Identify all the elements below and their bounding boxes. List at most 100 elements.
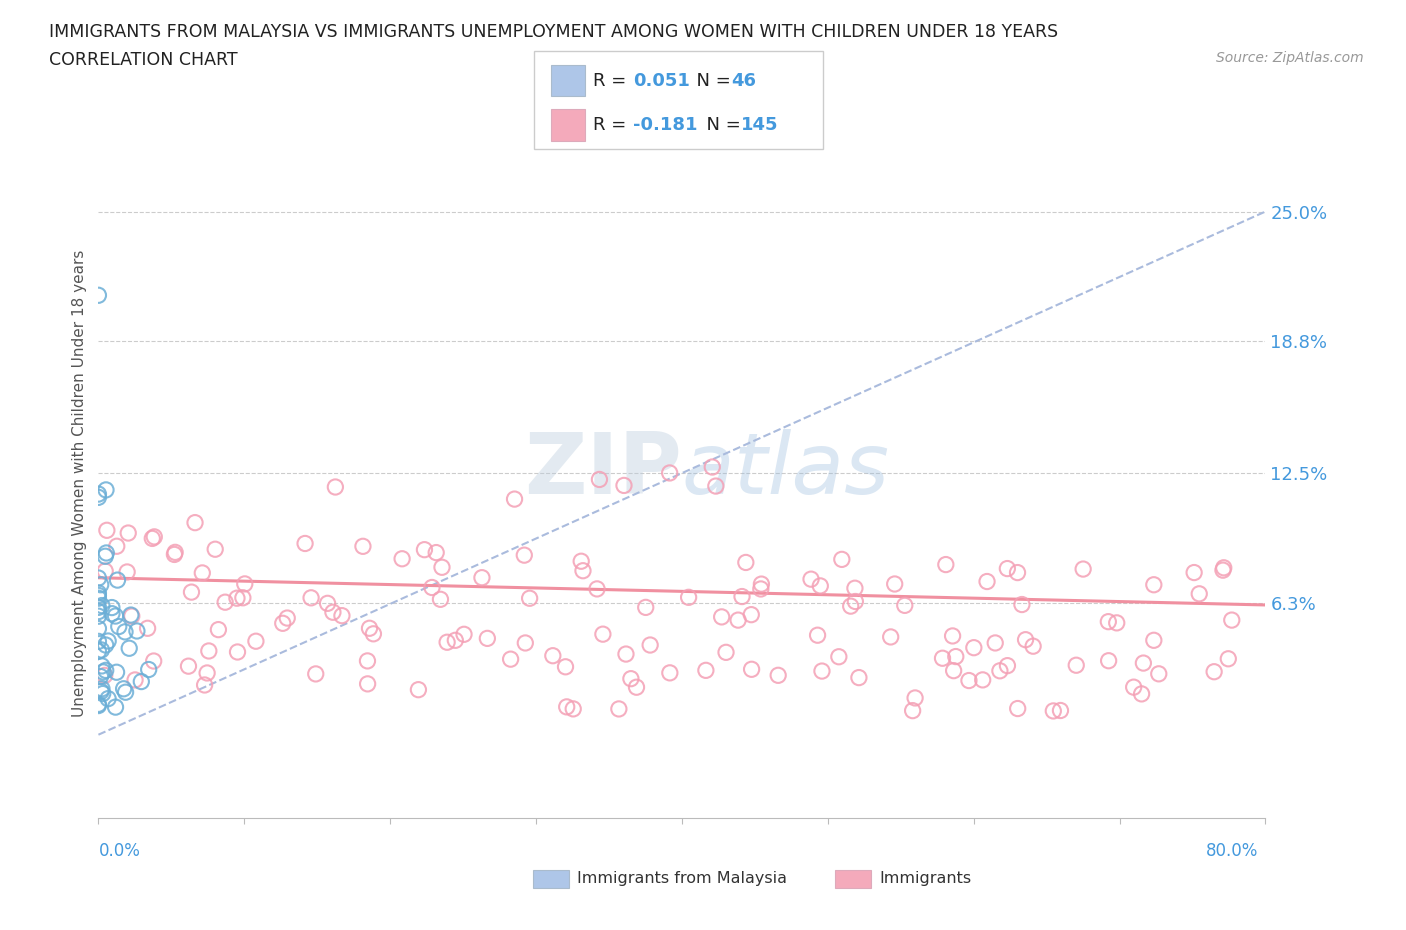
Text: R =: R = — [593, 72, 633, 89]
Point — [198, 644, 221, 658]
Point — [704, 479, 727, 494]
Point — [572, 564, 595, 578]
Point — [471, 570, 494, 585]
Point — [997, 658, 1019, 673]
Point — [1105, 616, 1128, 631]
Point — [87, 486, 110, 501]
Point — [94, 638, 117, 653]
Point — [1011, 597, 1033, 612]
Point — [751, 577, 773, 591]
Point — [714, 644, 737, 659]
Point — [901, 703, 924, 718]
Point — [972, 672, 994, 687]
Point — [359, 621, 381, 636]
Point — [513, 548, 536, 563]
Text: -0.181: -0.181 — [633, 115, 697, 134]
Point — [879, 630, 901, 644]
Point — [1064, 658, 1087, 672]
Point — [658, 466, 681, 481]
Point — [894, 598, 917, 613]
Point — [195, 666, 218, 681]
Point — [562, 701, 585, 716]
Point — [94, 549, 117, 564]
Point — [87, 288, 110, 303]
Point — [1014, 632, 1036, 647]
Point — [120, 607, 142, 622]
Point — [87, 634, 110, 649]
Point — [94, 483, 117, 498]
Point — [104, 608, 127, 623]
Point — [425, 545, 447, 560]
Point — [607, 701, 630, 716]
Point — [453, 627, 475, 642]
Text: 145: 145 — [741, 115, 779, 134]
Point — [165, 545, 187, 560]
Point — [391, 551, 413, 566]
Point — [436, 635, 458, 650]
Point — [1122, 680, 1144, 695]
Point — [305, 667, 328, 682]
Point — [96, 523, 118, 538]
Point — [1188, 587, 1211, 602]
Point — [942, 663, 965, 678]
Point — [1182, 565, 1205, 580]
Point — [226, 644, 249, 659]
Point — [121, 609, 143, 624]
Text: 0.051: 0.051 — [633, 72, 689, 89]
Point — [363, 627, 385, 642]
Point — [233, 577, 256, 591]
Point — [614, 646, 637, 661]
Point — [124, 672, 146, 687]
Point — [96, 546, 118, 561]
Point — [87, 698, 110, 713]
Point — [620, 671, 643, 686]
Point — [322, 604, 344, 619]
Point — [413, 542, 436, 557]
Point — [356, 654, 378, 669]
Point — [138, 662, 160, 677]
Y-axis label: Unemployment Among Women with Children Under 18 years: Unemployment Among Women with Children U… — [72, 250, 87, 717]
Point — [554, 659, 576, 674]
Point — [114, 624, 136, 639]
Point — [94, 564, 117, 578]
Point — [143, 529, 166, 544]
Point — [107, 619, 129, 634]
Point — [1007, 565, 1029, 580]
Point — [90, 598, 112, 613]
Point — [1143, 578, 1166, 592]
Point — [271, 616, 294, 631]
Text: Source: ZipAtlas.com: Source: ZipAtlas.com — [1216, 51, 1364, 65]
Point — [204, 542, 226, 557]
Point — [658, 665, 681, 680]
Point — [87, 621, 110, 636]
Point — [1143, 632, 1166, 647]
Point — [125, 623, 148, 638]
Text: CORRELATION CHART: CORRELATION CHART — [49, 51, 238, 69]
Point — [1007, 701, 1029, 716]
Point — [1132, 656, 1154, 671]
Point — [87, 697, 110, 711]
Text: 80.0%: 80.0% — [1206, 842, 1258, 859]
Text: atlas: atlas — [682, 429, 890, 512]
Point — [1022, 639, 1045, 654]
Point — [731, 589, 754, 604]
Text: N =: N = — [695, 115, 747, 134]
Point — [107, 573, 129, 588]
Point — [294, 536, 316, 551]
Point — [87, 591, 110, 605]
Point — [444, 633, 467, 648]
Point — [118, 641, 141, 656]
Point — [131, 674, 153, 689]
Point — [97, 633, 120, 648]
Point — [586, 581, 609, 596]
Point — [316, 596, 339, 611]
Point — [105, 538, 128, 553]
Point — [800, 572, 823, 587]
Point — [136, 621, 159, 636]
Point — [101, 606, 124, 621]
Point — [94, 663, 117, 678]
Point — [1097, 614, 1119, 629]
Point — [499, 652, 522, 667]
Point — [844, 580, 866, 595]
Point — [477, 631, 499, 645]
